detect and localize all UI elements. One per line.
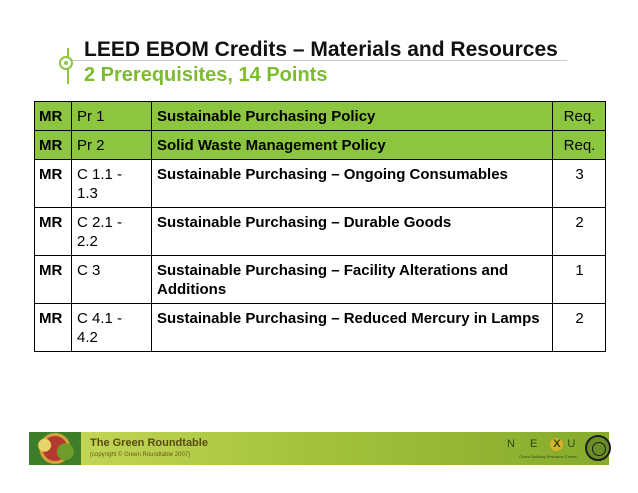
points-cell: Req. [552,101,606,131]
credit-name-cell: Sustainable Purchasing – Ongoing Consuma… [151,159,553,208]
points-cell: 1 [552,255,606,304]
footer-banner: The Green Roundtable (copyright © Green … [29,432,611,465]
table-row: MR C 4.1 - 4.2 Sustainable Purchasing – … [34,303,606,352]
slide-title: LEED EBOM Credits – Materials and Resour… [84,38,558,61]
code-cell: C 1.1 - 1.3 [71,159,152,208]
title-rule [67,60,567,61]
roundtable-logo [29,432,81,465]
category-cell: MR [34,159,72,208]
category-cell: MR [34,207,72,256]
points-cell: 2 [552,303,606,352]
category-cell: MR [34,303,72,352]
table-row: MR C 2.1 - 2.2 Sustainable Purchasing – … [34,207,606,256]
code-cell: C 3 [71,255,152,304]
footer-copyright: (copyright © Green Roundtable 2007) [90,452,191,458]
slide-subtitle: 2 Prerequisites, 14 Points [84,64,328,86]
table-row: MR Pr 2 Solid Waste Management Policy Re… [34,130,606,160]
table-row: MR C 3 Sustainable Purchasing – Facility… [34,255,606,304]
points-cell: 3 [552,159,606,208]
table-row: MR Pr 1 Sustainable Purchasing Policy Re… [34,101,606,131]
table-row: MR C 1.1 - 1.3 Sustainable Purchasing – … [34,159,606,208]
code-cell: C 2.1 - 2.2 [71,207,152,256]
nexus-tagline: Green Building Resource Center [519,454,577,459]
credit-name-cell: Sustainable Purchasing Policy [151,101,553,131]
seal-emblem [585,435,611,461]
circle-bullet-icon [59,56,73,70]
credit-name-cell: Solid Waste Management Policy [151,130,553,160]
code-cell: Pr 2 [71,130,152,160]
credit-name-cell: Sustainable Purchasing – Facility Altera… [151,255,553,304]
points-cell: Req. [552,130,606,160]
category-cell: MR [34,101,72,131]
code-cell: Pr 1 [71,101,152,131]
points-cell: 2 [552,207,606,256]
code-cell: C 4.1 - 4.2 [71,303,152,352]
category-cell: MR [34,255,72,304]
footer-org-name: The Green Roundtable [90,437,208,449]
credit-name-cell: Sustainable Purchasing – Reduced Mercury… [151,303,553,352]
credit-name-cell: Sustainable Purchasing – Durable Goods [151,207,553,256]
category-cell: MR [34,130,72,160]
credits-table: MR Pr 1 Sustainable Purchasing Policy Re… [34,101,606,352]
